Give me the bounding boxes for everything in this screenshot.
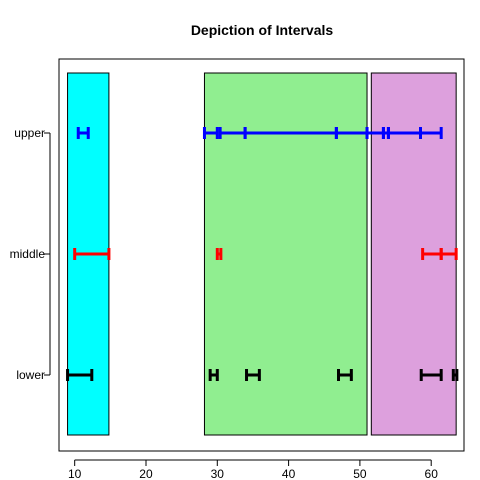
interval-lower-2 [245, 369, 261, 381]
intervals-layer [66, 127, 459, 381]
x-tick-label-50: 50 [353, 467, 367, 480]
chart-title: Depiction of Intervals [191, 22, 334, 38]
interval-lower-1 [208, 369, 219, 381]
interval-lower-4 [419, 369, 443, 381]
interval-middle-3 [439, 248, 458, 260]
x-tick-label-20: 20 [139, 467, 153, 480]
plot-frame [58, 58, 465, 452]
interval-upper-8 [419, 127, 443, 139]
interval-lower-5 [451, 369, 459, 381]
x-tick-label-40: 40 [282, 467, 296, 480]
y-tick-label-lower: lower [16, 368, 45, 382]
y-axis: lower middle upper [10, 126, 51, 382]
y-tick-label-upper: upper [14, 126, 45, 140]
y-tick-label-middle: middle [10, 247, 46, 261]
interval-lower-0 [66, 369, 94, 381]
regions-layer [67, 72, 457, 436]
interval-middle-1 [215, 248, 223, 260]
region-1 [203, 72, 368, 436]
interval-middle-0 [73, 248, 111, 260]
x-tick-label-60: 60 [425, 467, 439, 480]
interval-upper-0 [76, 127, 90, 139]
interval-upper-1 [202, 127, 219, 139]
x-axis: 10 20 30 40 50 60 [68, 459, 439, 480]
interval-lower-3 [337, 369, 353, 381]
x-tick-label-30: 30 [211, 467, 225, 480]
x-tick-label-10: 10 [68, 467, 82, 480]
